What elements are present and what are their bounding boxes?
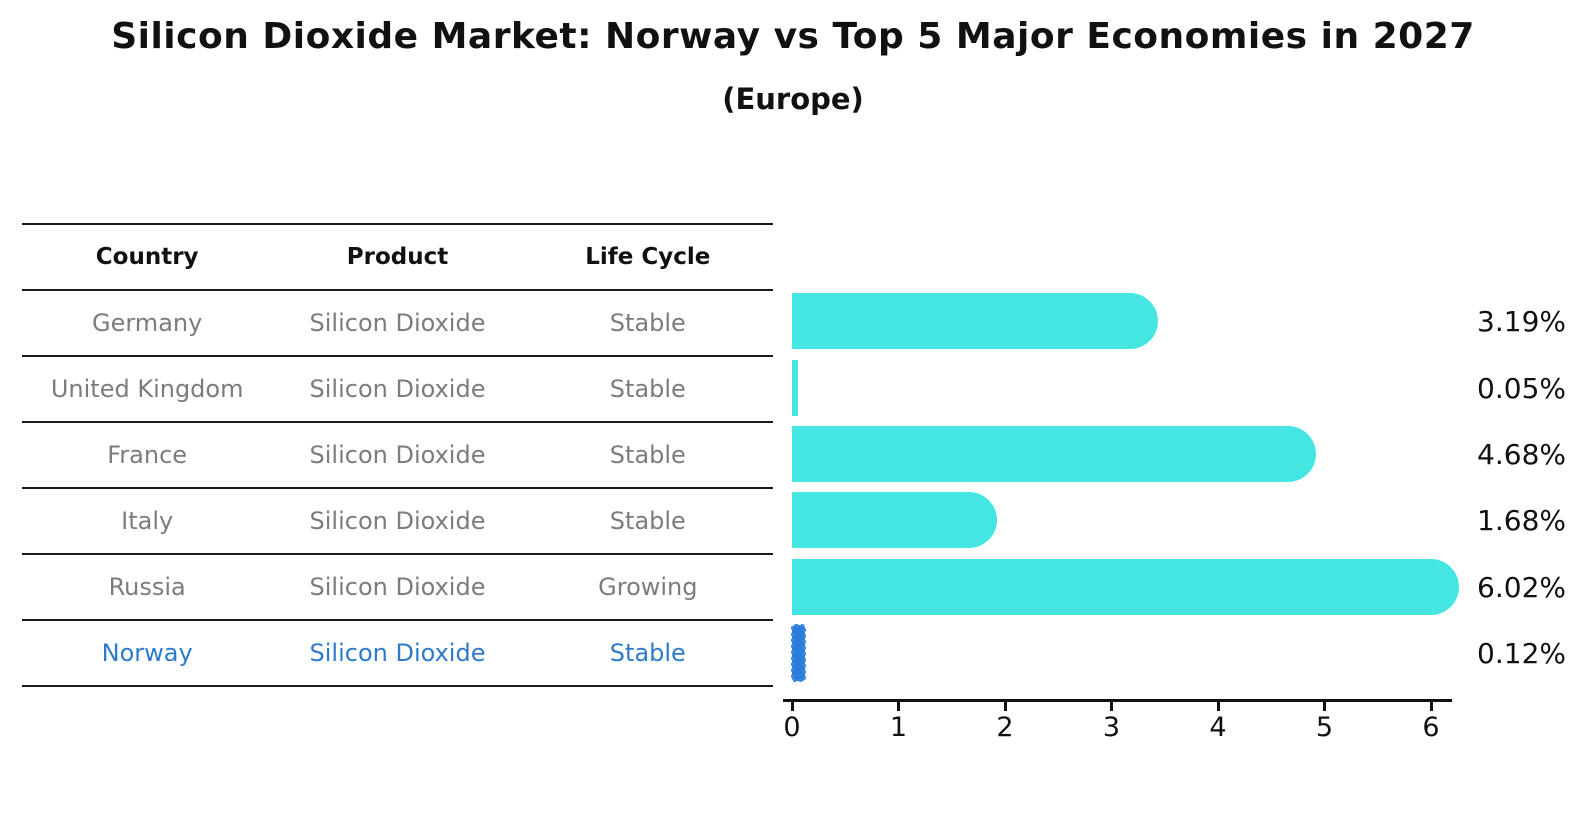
table-cell-lifecycle: Stable	[609, 375, 686, 403]
table-cell-country: United Kingdom	[50, 375, 244, 403]
table-cell-lifecycle: Stable	[609, 441, 686, 469]
x-tick-3	[1110, 700, 1113, 711]
table-row-italy: Italy Silicon Dioxide Stable	[22, 487, 773, 553]
x-tick-5	[1323, 700, 1326, 711]
bar-france	[792, 426, 1317, 482]
table-cell-lifecycle: Stable	[609, 639, 686, 667]
table-header-product: Product	[346, 244, 449, 270]
x-tick-0	[790, 700, 794, 711]
table-cell-product: Silicon Dioxide	[309, 639, 486, 667]
table-cell-lifecycle: Growing	[598, 573, 698, 601]
x-tick-4	[1216, 700, 1220, 711]
table-row-germany: Germany Silicon Dioxide Stable	[22, 289, 773, 355]
table-row-norway: Norway Silicon Dioxide Stable	[22, 619, 773, 687]
country-info-table: Country Product Life Cycle Germany Silico…	[22, 223, 773, 687]
value-label-norway: 0.12%	[1477, 636, 1566, 670]
value-label-united-kingdom: 0.05%	[1477, 371, 1566, 405]
chart-title: Silicon Dioxide Market: Norway vs Top 5 …	[111, 16, 1475, 57]
bar-italy	[792, 492, 997, 549]
bar-germany	[792, 293, 1158, 350]
x-tick-label-6: 6	[1422, 712, 1440, 743]
table-cell-country: France	[107, 441, 188, 469]
table-cell-lifecycle: Stable	[609, 309, 686, 337]
x-tick-label-1: 1	[889, 712, 908, 743]
x-tick-2	[1003, 700, 1007, 711]
x-tick-6	[1429, 700, 1433, 711]
table-cell-product: Silicon Dioxide	[309, 573, 486, 601]
table-cell-country: Norway	[101, 639, 193, 667]
value-label-france: 4.68%	[1477, 438, 1566, 471]
value-label-germany: 3.19%	[1477, 305, 1566, 339]
x-tick-label-5: 5	[1315, 712, 1334, 743]
table-cell-lifecycle: Stable	[609, 507, 686, 535]
value-label-russia: 6.02%	[1477, 570, 1566, 604]
table-cell-country: Germany	[92, 309, 203, 337]
table-cell-product: Silicon Dioxide	[309, 309, 486, 337]
x-axis-line	[783, 699, 1452, 702]
value-label-italy: 1.68%	[1477, 504, 1566, 538]
x-tick-label-4: 4	[1209, 712, 1227, 743]
table-header-lifecycle: Life Cycle	[585, 244, 711, 270]
x-tick-label-2: 2	[996, 712, 1014, 743]
bar-united-kingdom	[792, 359, 798, 416]
table-cell-product: Silicon Dioxide	[309, 441, 486, 469]
table-row-united-kingdom: United Kingdom Silicon Dioxide Stable	[22, 355, 773, 421]
table-header-country: Country	[95, 244, 199, 270]
table-cell-country: Russia	[108, 573, 186, 601]
bar-russia	[792, 558, 1460, 615]
x-tick-1	[897, 700, 900, 711]
x-tick-label-0: 0	[783, 712, 801, 743]
bar-norway	[791, 623, 806, 682]
table-row-russia: Russia Silicon Dioxide Growing	[22, 553, 773, 619]
table-header-row: Country Product Life Cycle	[22, 223, 773, 289]
x-tick-label-3: 3	[1102, 712, 1121, 743]
table-cell-product: Silicon Dioxide	[309, 375, 486, 403]
chart-subtitle: (Europe)	[722, 82, 864, 116]
table-cell-product: Silicon Dioxide	[309, 507, 486, 535]
table-cell-country: Italy	[121, 507, 174, 535]
table-row-france: France Silicon Dioxide Stable	[22, 421, 773, 487]
